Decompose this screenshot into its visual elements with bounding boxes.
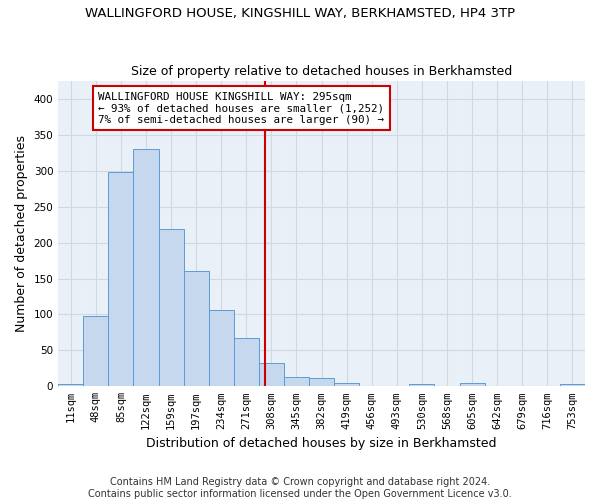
Bar — [460, 384, 485, 386]
Bar — [133, 150, 158, 386]
Bar — [83, 316, 109, 386]
Y-axis label: Number of detached properties: Number of detached properties — [15, 135, 28, 332]
Title: Size of property relative to detached houses in Berkhamsted: Size of property relative to detached ho… — [131, 66, 512, 78]
Text: Contains HM Land Registry data © Crown copyright and database right 2024.
Contai: Contains HM Land Registry data © Crown c… — [88, 478, 512, 499]
Text: WALLINGFORD HOUSE KINGSHILL WAY: 295sqm
← 93% of detached houses are smaller (1,: WALLINGFORD HOUSE KINGSHILL WAY: 295sqm … — [98, 92, 385, 125]
Text: WALLINGFORD HOUSE, KINGSHILL WAY, BERKHAMSTED, HP4 3TP: WALLINGFORD HOUSE, KINGSHILL WAY, BERKHA… — [85, 8, 515, 20]
Bar — [309, 378, 334, 386]
Bar — [560, 384, 585, 386]
X-axis label: Distribution of detached houses by size in Berkhamsted: Distribution of detached houses by size … — [146, 437, 497, 450]
Bar — [58, 384, 83, 386]
Bar — [109, 172, 133, 386]
Bar — [209, 310, 234, 386]
Bar — [158, 229, 184, 386]
Bar — [334, 384, 359, 386]
Bar — [284, 377, 309, 386]
Bar — [409, 384, 434, 386]
Bar — [259, 362, 284, 386]
Bar — [234, 338, 259, 386]
Bar — [184, 270, 209, 386]
